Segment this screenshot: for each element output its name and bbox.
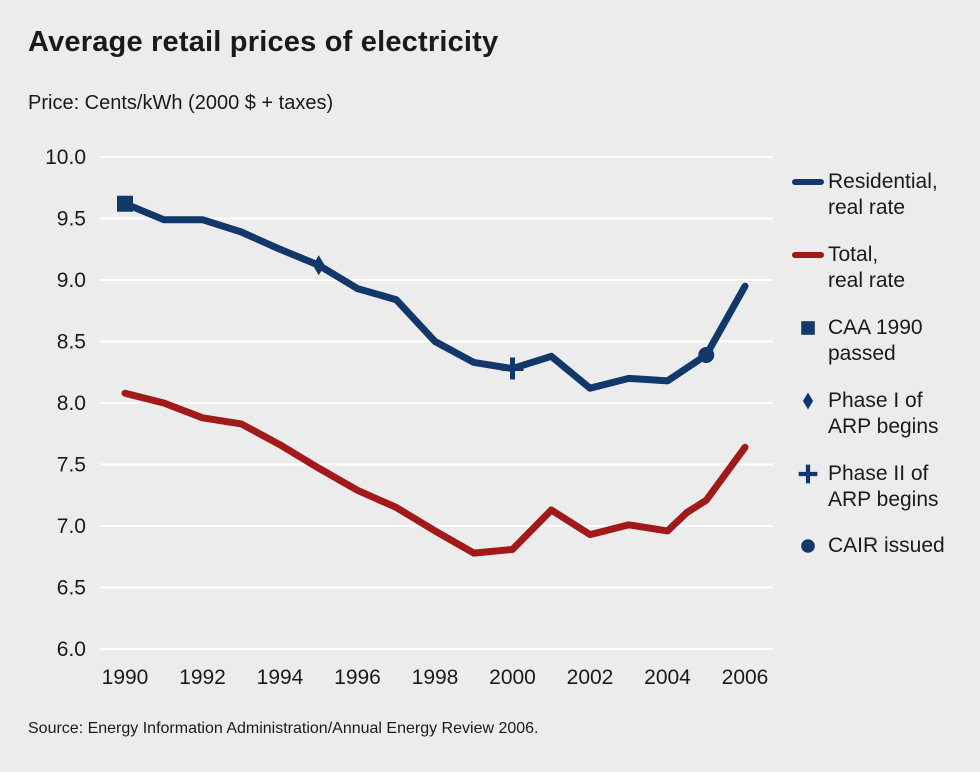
legend-circle-icon bbox=[801, 539, 815, 553]
legend-square-icon bbox=[801, 321, 815, 335]
x-tick-label: 1990 bbox=[102, 666, 149, 689]
series-line-1 bbox=[121, 389, 749, 557]
y-axis-label: Price: Cents/kWh (2000 $ + taxes) bbox=[28, 92, 334, 114]
legend-label: passed bbox=[828, 342, 896, 365]
legend-label: CAIR issued bbox=[828, 534, 945, 557]
square-marker bbox=[117, 195, 133, 212]
plus-marker bbox=[501, 357, 524, 380]
chart-title: Average retail prices of electricity bbox=[28, 26, 499, 58]
legend-label: CAA 1990 bbox=[828, 316, 923, 339]
y-tick-label: 9.5 bbox=[57, 208, 86, 231]
y-tick-label: 9.0 bbox=[57, 269, 86, 292]
y-tick-label: 6.5 bbox=[57, 577, 86, 600]
x-tick-label: 2000 bbox=[489, 666, 536, 689]
source-note: Source: Energy Information Administratio… bbox=[28, 720, 539, 737]
legend-label: Total, bbox=[828, 243, 878, 266]
legend-label: Phase I of bbox=[828, 389, 923, 412]
x-tick-label: 2002 bbox=[567, 666, 614, 689]
x-tick-label: 2006 bbox=[722, 666, 769, 689]
circle-marker bbox=[698, 347, 715, 364]
legend-label: Residential, bbox=[828, 170, 938, 193]
legend-label: ARP begins bbox=[828, 415, 939, 438]
x-tick-label: 1996 bbox=[334, 666, 381, 689]
y-tick-label: 7.5 bbox=[57, 454, 86, 477]
legend-label: real rate bbox=[828, 269, 905, 292]
x-tick-label: 1994 bbox=[257, 666, 304, 689]
x-tick-label: 1992 bbox=[179, 666, 226, 689]
legend-label: real rate bbox=[828, 196, 905, 219]
y-tick-label: 8.0 bbox=[57, 392, 86, 415]
diamond-marker bbox=[312, 255, 325, 276]
y-tick-label: 10.0 bbox=[45, 146, 86, 169]
series-line-0 bbox=[121, 200, 749, 392]
x-tick-label: 1998 bbox=[412, 666, 459, 689]
y-tick-label: 8.5 bbox=[57, 331, 86, 354]
y-tick-label: 6.0 bbox=[57, 638, 86, 661]
legend-label: ARP begins bbox=[828, 488, 939, 511]
legend-diamond-icon bbox=[802, 392, 814, 410]
y-tick-label: 7.0 bbox=[57, 515, 86, 538]
x-tick-label: 2004 bbox=[644, 666, 691, 689]
legend-plus-icon bbox=[798, 464, 818, 484]
legend-label: Phase II of bbox=[828, 462, 929, 485]
